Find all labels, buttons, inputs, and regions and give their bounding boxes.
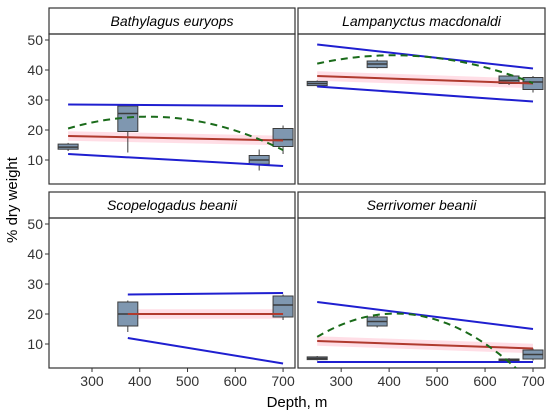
facet-title: Lampanyctus macdonaldi: [342, 13, 502, 29]
x-tick-label: 700: [271, 373, 295, 389]
envelope-upper-line: [317, 301, 534, 330]
panel-1: Bathylagus euryops 10 20 30 40 50: [27, 7, 296, 185]
facet-title: Bathylagus euryops: [111, 13, 234, 29]
panel-3: Scopelogadus beanii 10 20 30 40 50 300 400 500 60…: [27, 191, 296, 389]
panel-frame: [297, 217, 546, 369]
panel-frame: [48, 217, 296, 369]
panel-frame: [48, 33, 296, 185]
facet-strip: [48, 191, 296, 219]
y-axis-label: % dry weight: [4, 156, 21, 243]
y-tick-label: 10: [27, 152, 43, 168]
y-tick-label: 40: [27, 62, 43, 78]
plot-area: [306, 301, 544, 368]
plot-area: [306, 43, 544, 103]
quadratic-fit-curve: [316, 312, 518, 368]
linear-fit-line: [68, 135, 284, 142]
x-tick-label: 300: [80, 373, 104, 389]
box: [272, 128, 294, 147]
x-tick-label: 500: [176, 373, 200, 389]
plot-area: [117, 292, 294, 365]
facet-title: Serrivomer beanii: [367, 197, 478, 213]
panel-frame: [297, 33, 546, 185]
panels-layer: Bathylagus euryops 10 20 30 40 50 Lampanyctus …: [27, 7, 546, 389]
y-tick-label: 50: [27, 216, 43, 232]
envelope-upper-line: [127, 292, 284, 296]
x-tick-label: 400: [377, 373, 401, 389]
x-tick-label: 400: [128, 373, 152, 389]
y-tick-label: 20: [27, 306, 43, 322]
y-tick-label: 10: [27, 336, 43, 352]
linear-fit-line: [317, 340, 534, 350]
facet-strip: [297, 191, 546, 219]
y-tick-label: 50: [27, 32, 43, 48]
panel-4: Serrivomer beanii 300 400 500 600 700: [297, 191, 546, 389]
envelope-lower-line: [317, 85, 534, 103]
x-tick-label: 500: [425, 373, 449, 389]
x-axis-label: Depth, m: [267, 394, 328, 411]
quadratic-fit-curve: [316, 54, 534, 85]
facet-strip: [48, 7, 296, 35]
envelope-upper-line: [68, 103, 284, 107]
y-tick-label: 20: [27, 122, 43, 138]
x-tick-label: 300: [329, 373, 353, 389]
facet-title: Scopelogadus beanii: [107, 197, 238, 213]
envelope-lower-line: [127, 337, 284, 365]
y-tick-label: 30: [27, 276, 43, 292]
y-tick-label: 40: [27, 246, 43, 262]
box: [272, 295, 294, 318]
facet-strip: [297, 7, 546, 35]
panel-2: Lampanyctus macdonaldi: [297, 7, 546, 185]
y-tick-label: 30: [27, 92, 43, 108]
quadratic-fit-curve: [67, 115, 284, 151]
linear-fit-line: [317, 75, 534, 85]
x-tick-label: 700: [521, 373, 545, 389]
plot-area: [57, 103, 294, 171]
envelope-lower-line: [68, 153, 284, 167]
x-tick-label: 600: [224, 373, 248, 389]
x-tick-label: 600: [473, 373, 497, 389]
